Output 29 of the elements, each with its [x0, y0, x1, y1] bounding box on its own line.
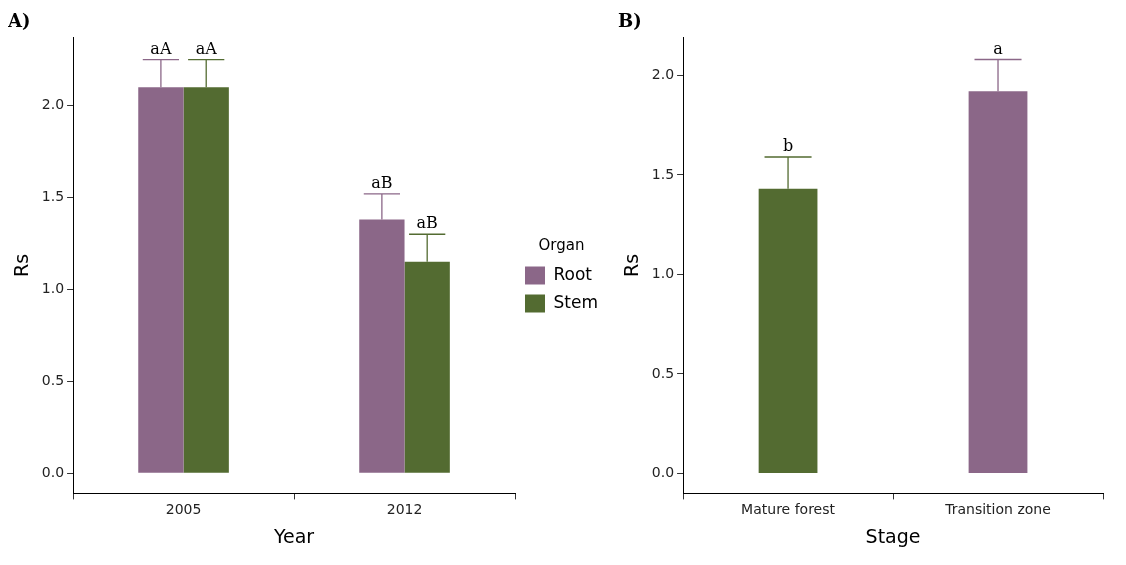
y-tick-label: 1.5 [41, 188, 65, 205]
x-tick-label: Transition zone [944, 501, 1051, 518]
annotation: aA [150, 38, 172, 58]
y-tick-label: 2.0 [41, 96, 65, 113]
legend-label: Stem [553, 291, 599, 312]
x-axis-title: Year [272, 524, 315, 547]
legend-title: Organ [538, 235, 585, 254]
y-tick-label: 0.0 [41, 463, 65, 480]
x-tick-label: 2005 [165, 501, 202, 518]
annotation: a [993, 38, 1004, 58]
chart-title: A) [7, 10, 31, 32]
y-tick-label: 1.0 [651, 265, 675, 282]
annotation: aB [416, 213, 438, 233]
y-axis-title: Rs [620, 253, 643, 278]
annotation: b [782, 136, 794, 156]
y-tick-label: 2.0 [651, 66, 675, 83]
y-tick-label: 0.0 [651, 464, 675, 481]
x-tick-label: 2012 [386, 501, 423, 518]
chart-title: B) [618, 10, 642, 32]
y-tick-label: 0.5 [651, 364, 675, 381]
x-tick-label: Mature forest [741, 501, 836, 518]
annotation: aB [371, 172, 393, 192]
y-tick-label: 1.5 [651, 165, 675, 182]
annotation: aA [195, 38, 218, 58]
y-axis-title: Rs [10, 253, 33, 278]
legend-label: Root [553, 263, 593, 284]
y-tick-label: 0.5 [41, 371, 65, 388]
x-axis-title: Stage [865, 524, 921, 547]
y-tick-label: 1.0 [41, 280, 65, 297]
